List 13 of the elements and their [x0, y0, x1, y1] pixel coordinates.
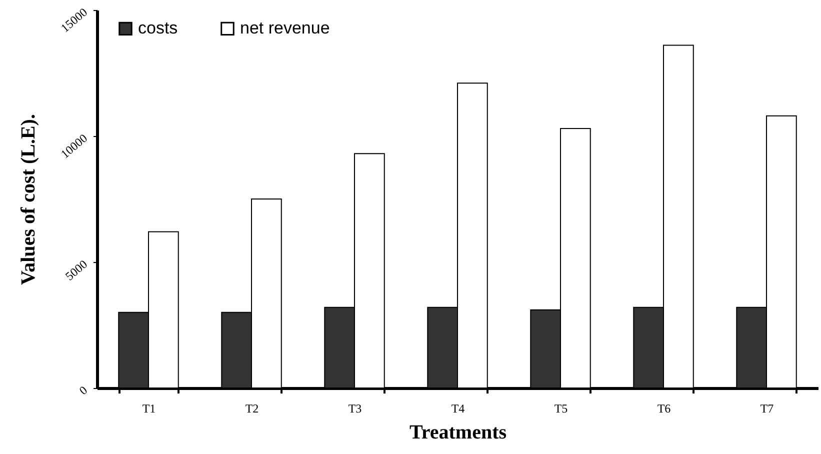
- y-tick-label: 5000: [62, 257, 90, 284]
- x-tick-label: T3: [348, 402, 362, 416]
- y-axis-title: Values of cost (L.E).: [18, 114, 40, 285]
- legend-label: costs: [138, 18, 178, 38]
- legend-label: net revenue: [240, 18, 330, 38]
- x-tick-label: T4: [451, 402, 465, 416]
- x-tick-label: T6: [657, 402, 671, 416]
- x-tick-label: T2: [245, 402, 259, 416]
- x-tick-label: T1: [142, 402, 156, 416]
- x-axis-title: Treatments: [409, 422, 507, 444]
- x-tick-label: T5: [554, 402, 568, 416]
- y-tick-label: 0: [76, 383, 90, 398]
- x-tick-label: T7: [760, 402, 774, 416]
